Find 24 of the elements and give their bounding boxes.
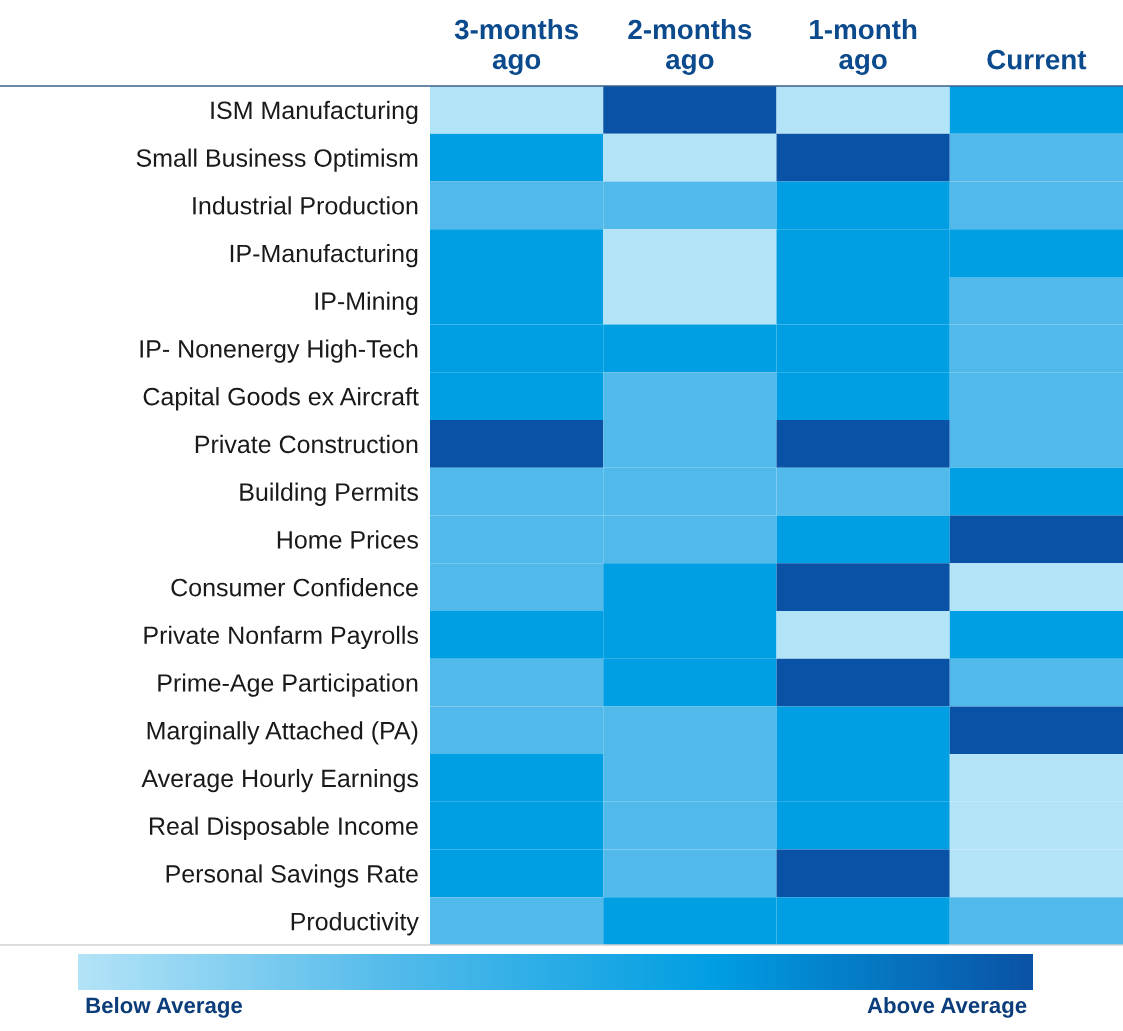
color-bar-label: Below Average bbox=[86, 996, 243, 1018]
y-tick-label: Marginally Attached (PA) bbox=[147, 721, 418, 745]
y-tick-label: Real Disposable Income bbox=[149, 816, 418, 840]
y-tick-label: IP- Nonenergy High-Tech bbox=[140, 339, 418, 363]
y-tick-label: Productivity bbox=[291, 912, 419, 936]
color-bar-label: Above Average bbox=[867, 996, 1027, 1018]
x-tick-label: 1-month ago bbox=[810, 18, 917, 75]
y-tick-label: Industrial Production bbox=[193, 196, 418, 215]
y-tick-label: Private Nonfarm Payrolls bbox=[144, 625, 418, 650]
y-tick-label: Personal Savings Rate bbox=[166, 864, 418, 888]
y-tick-label: Consumer Confidence bbox=[171, 578, 418, 597]
y-tick-label: Small Business Optimism bbox=[136, 148, 418, 172]
y-tick-label: Building Permits bbox=[240, 482, 418, 506]
y-tick-label: IP-Manufacturing bbox=[230, 243, 418, 268]
y-tick-label: Home Prices bbox=[277, 530, 418, 549]
y-tick-label: Prime-Age Participation bbox=[158, 673, 418, 697]
y-tick-label: Average Hourly Earnings bbox=[141, 768, 418, 793]
x-tick-label: 3-months ago bbox=[454, 18, 578, 75]
y-tick-label: Capital Goods ex Aircraft bbox=[143, 387, 419, 411]
x-tick-label: Current bbox=[987, 49, 1087, 70]
y-tick-label: ISM Manufacturing bbox=[211, 100, 418, 125]
y-tick-label: Private Construction bbox=[195, 434, 418, 454]
y-tick-label: IP-Mining bbox=[315, 291, 418, 315]
x-tick-label: 2-months ago bbox=[628, 18, 752, 75]
